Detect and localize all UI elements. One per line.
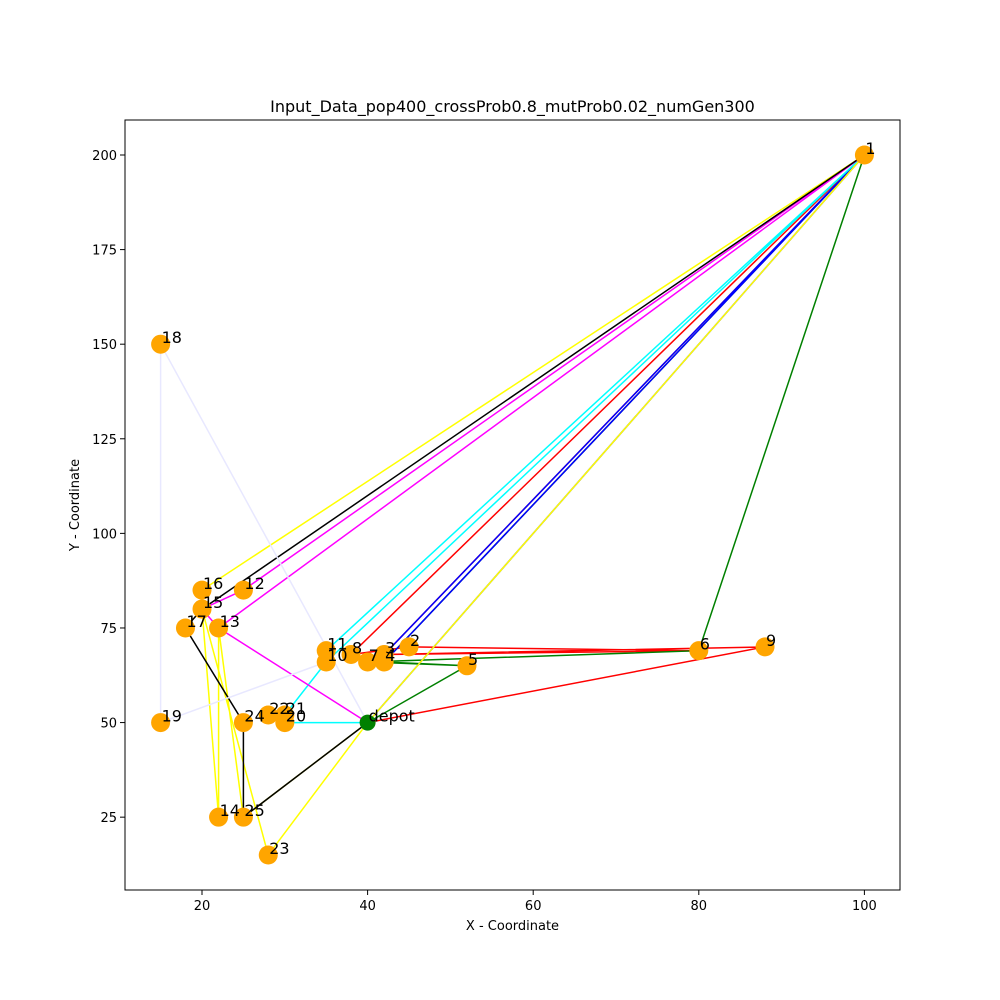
node-point-25 bbox=[233, 807, 253, 827]
y-axis-title: Y - Coordinate bbox=[68, 459, 83, 552]
node-point-8 bbox=[341, 644, 361, 664]
y-tick-label: 25 bbox=[100, 811, 117, 826]
node-label-24: 24 bbox=[244, 707, 264, 726]
node-label-8: 8 bbox=[352, 638, 362, 657]
y-tick-label: 50 bbox=[100, 717, 117, 732]
y-axis: 25 50 75 100 125 150 175 200 bbox=[92, 149, 125, 826]
node-point-23 bbox=[258, 845, 278, 865]
node-label-9: 9 bbox=[766, 631, 776, 650]
node-point-18 bbox=[151, 334, 171, 354]
node-label-25: 25 bbox=[244, 801, 264, 820]
plot-frame bbox=[124, 119, 901, 891]
node-label-6: 6 bbox=[700, 635, 710, 654]
x-axis-title: X - Coordinate bbox=[466, 919, 559, 934]
y-tick-label: 175 bbox=[92, 244, 117, 259]
node-point-15 bbox=[192, 599, 212, 619]
node-point-24 bbox=[233, 713, 253, 733]
node-label-7: 7 bbox=[369, 646, 379, 665]
node-point-14 bbox=[209, 807, 229, 827]
node-label-5: 5 bbox=[468, 650, 478, 669]
x-tick-label: 40 bbox=[359, 899, 376, 914]
node-label-11: 11 bbox=[327, 635, 347, 654]
x-tick-label: 60 bbox=[525, 899, 542, 914]
y-tick-label: 150 bbox=[92, 338, 117, 353]
y-tick-label: 75 bbox=[100, 622, 117, 637]
node-label-17: 17 bbox=[186, 612, 206, 631]
route-line-6 bbox=[200, 154, 865, 724]
route-line-8 bbox=[159, 343, 369, 724]
node-label-10: 10 bbox=[327, 646, 347, 665]
node-label-21: 21 bbox=[286, 699, 306, 718]
x-tick-label: 100 bbox=[852, 899, 877, 914]
node-label-12: 12 bbox=[244, 574, 264, 593]
node-point-16 bbox=[192, 580, 212, 600]
node-label-22: 22 bbox=[269, 699, 289, 718]
node-label-18: 18 bbox=[162, 328, 182, 347]
node-point-19 bbox=[151, 713, 171, 733]
node-point-2 bbox=[399, 637, 419, 657]
x-axis: 20 40 60 80 100 bbox=[194, 890, 877, 914]
x-tick-label: 20 bbox=[194, 899, 211, 914]
node-label-14: 14 bbox=[220, 801, 240, 820]
node-point-6 bbox=[689, 641, 709, 661]
node-label-13: 13 bbox=[220, 612, 240, 631]
node-point-17 bbox=[175, 618, 195, 638]
node-label-20: 20 bbox=[286, 707, 306, 726]
node-label-19: 19 bbox=[162, 707, 182, 726]
node-label-2: 2 bbox=[410, 631, 420, 650]
node-point-22 bbox=[258, 705, 278, 725]
node-point-1 bbox=[854, 145, 874, 165]
node-label-4: 4 bbox=[385, 646, 395, 665]
node-label-15: 15 bbox=[203, 593, 223, 612]
depot-point bbox=[359, 714, 376, 731]
node-point-9 bbox=[755, 637, 775, 657]
node-point-7 bbox=[358, 652, 378, 672]
node-point-11 bbox=[316, 641, 336, 661]
y-tick-label: 125 bbox=[92, 433, 117, 448]
node-label-23: 23 bbox=[269, 839, 289, 858]
depot-label: depot bbox=[369, 707, 415, 726]
node-point-13 bbox=[209, 618, 229, 638]
node-point-12 bbox=[233, 580, 253, 600]
node-label-3: 3 bbox=[385, 638, 395, 657]
node-point-5 bbox=[457, 656, 477, 676]
chart-title: Input_Data_pop400_crossProb0.8_mutProb0.… bbox=[270, 97, 755, 117]
y-tick-label: 200 bbox=[92, 149, 117, 164]
y-tick-label: 100 bbox=[92, 527, 117, 542]
node-label-16: 16 bbox=[203, 574, 223, 593]
node-point-4 bbox=[374, 652, 394, 672]
node-label-1: 1 bbox=[865, 139, 875, 158]
node-point-21 bbox=[275, 705, 295, 725]
x-tick-label: 80 bbox=[691, 899, 708, 914]
